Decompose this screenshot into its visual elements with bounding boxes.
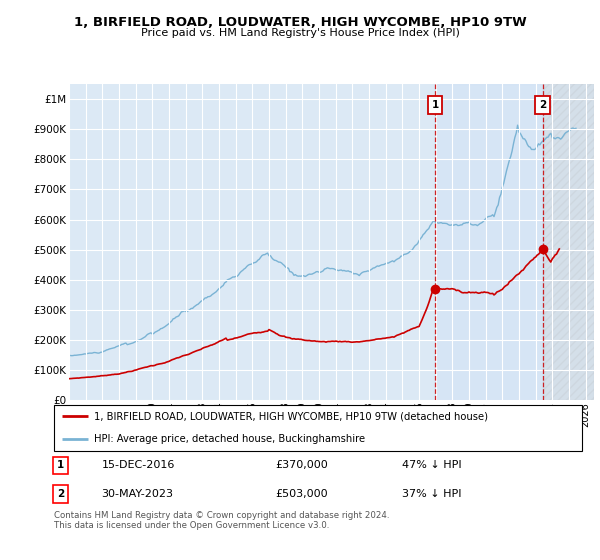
Text: 30-MAY-2023: 30-MAY-2023 xyxy=(101,489,173,499)
Text: 2: 2 xyxy=(539,100,546,110)
FancyBboxPatch shape xyxy=(54,405,582,451)
Text: Price paid vs. HM Land Registry's House Price Index (HPI): Price paid vs. HM Land Registry's House … xyxy=(140,28,460,38)
Text: 37% ↓ HPI: 37% ↓ HPI xyxy=(403,489,462,499)
Text: £503,000: £503,000 xyxy=(276,489,328,499)
Bar xyxy=(435,84,542,400)
Text: 2: 2 xyxy=(57,489,64,499)
Text: 1, BIRFIELD ROAD, LOUDWATER, HIGH WYCOMBE, HP10 9TW (detached house): 1, BIRFIELD ROAD, LOUDWATER, HIGH WYCOMB… xyxy=(94,412,488,421)
Text: 1: 1 xyxy=(57,460,64,470)
Text: Contains HM Land Registry data © Crown copyright and database right 2024.
This d: Contains HM Land Registry data © Crown c… xyxy=(54,511,389,530)
Text: 1: 1 xyxy=(431,100,439,110)
Text: HPI: Average price, detached house, Buckinghamshire: HPI: Average price, detached house, Buck… xyxy=(94,435,365,444)
Bar xyxy=(542,84,594,400)
Text: 47% ↓ HPI: 47% ↓ HPI xyxy=(403,460,462,470)
Text: 1, BIRFIELD ROAD, LOUDWATER, HIGH WYCOMBE, HP10 9TW: 1, BIRFIELD ROAD, LOUDWATER, HIGH WYCOMB… xyxy=(74,16,526,29)
Text: £370,000: £370,000 xyxy=(276,460,329,470)
Text: 15-DEC-2016: 15-DEC-2016 xyxy=(101,460,175,470)
